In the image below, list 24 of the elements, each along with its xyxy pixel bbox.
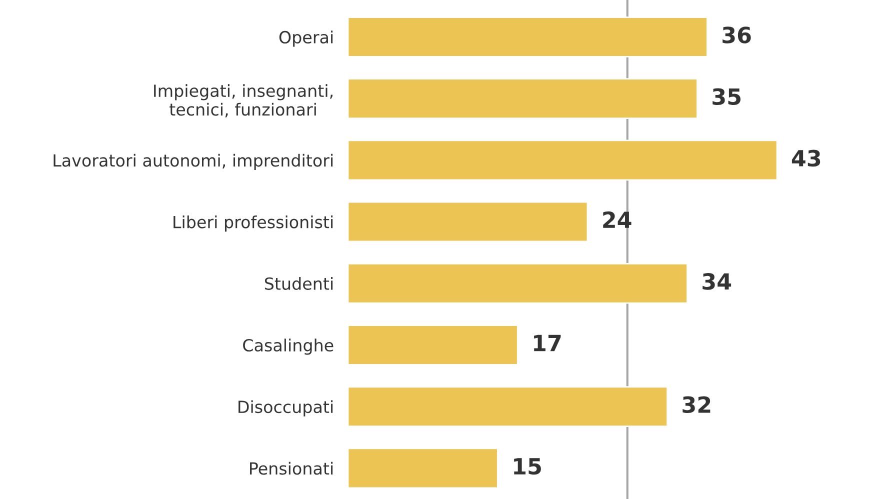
- bar: [348, 140, 778, 181]
- data-label: 17: [534, 334, 561, 352]
- data-label: 35: [712, 88, 740, 106]
- y-tick-label: Casalinghe: [243, 338, 334, 355]
- bar: [348, 448, 498, 489]
- bar: [348, 386, 668, 427]
- y-tick-label: Impiegati, insegnanti, tecnici, funzionari: [154, 84, 332, 118]
- y-tick-label: Disoccupati: [238, 400, 333, 416]
- y-tick-label: Pensionati: [250, 462, 333, 475]
- bar: [348, 201, 588, 242]
- y-tick-label: Liberi professionisti: [174, 215, 333, 232]
- y-tick-label: Studenti: [264, 277, 333, 290]
- bar: [348, 262, 688, 304]
- data-label: 34: [702, 273, 732, 290]
- bar: [348, 78, 698, 119]
- y-tick-label: Lavoratori autonomi, imprenditori: [54, 154, 333, 170]
- bar: [348, 324, 518, 366]
- data-label: 43: [792, 150, 820, 167]
- y-tick-label: Operai: [279, 30, 333, 47]
- bar: [348, 16, 708, 58]
- data-label: 36: [722, 26, 751, 44]
- data-label: 24: [603, 211, 632, 228]
- data-label: 32: [682, 396, 710, 414]
- data-label: 15: [514, 458, 541, 475]
